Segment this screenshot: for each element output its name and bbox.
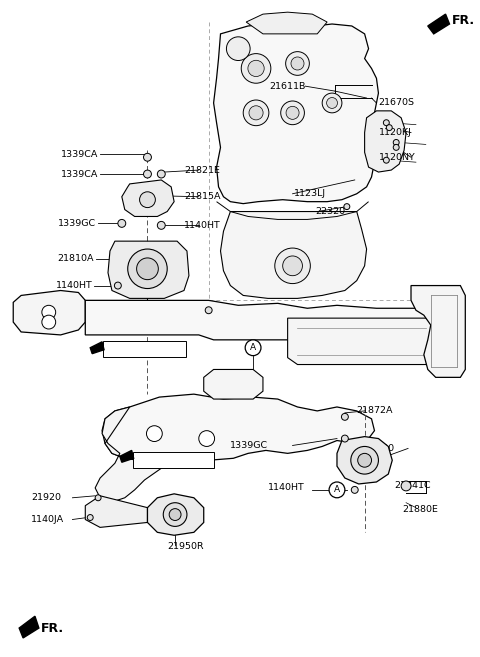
Circle shape	[281, 101, 304, 125]
Circle shape	[118, 219, 126, 227]
Circle shape	[322, 93, 342, 113]
Text: 21815A: 21815A	[184, 193, 220, 201]
Text: A: A	[334, 486, 340, 494]
Text: REF.: REF.	[107, 344, 128, 353]
Circle shape	[344, 204, 350, 210]
Circle shape	[326, 97, 337, 108]
Text: 60-624: 60-624	[157, 456, 189, 464]
Text: 1339GC: 1339GC	[58, 219, 96, 228]
Polygon shape	[428, 14, 449, 34]
Circle shape	[249, 106, 263, 120]
Polygon shape	[365, 111, 406, 172]
Circle shape	[140, 192, 156, 208]
Circle shape	[163, 503, 187, 526]
Circle shape	[199, 430, 215, 447]
Text: FR.: FR.	[41, 622, 64, 635]
Polygon shape	[122, 180, 174, 216]
Circle shape	[241, 54, 271, 83]
Circle shape	[329, 482, 345, 498]
Text: 1140JA: 1140JA	[31, 515, 64, 524]
Circle shape	[351, 486, 358, 493]
Circle shape	[87, 514, 93, 520]
Polygon shape	[13, 290, 85, 335]
Text: FR.: FR.	[452, 14, 475, 26]
Text: 21872A: 21872A	[357, 407, 393, 415]
Text: A: A	[250, 343, 256, 352]
Text: 1339CA: 1339CA	[61, 150, 98, 159]
Circle shape	[248, 60, 264, 77]
Polygon shape	[108, 241, 189, 298]
Circle shape	[275, 248, 311, 284]
Circle shape	[386, 125, 392, 131]
Text: 21830: 21830	[365, 444, 395, 453]
Circle shape	[341, 435, 348, 442]
Polygon shape	[246, 12, 327, 34]
Circle shape	[205, 307, 212, 313]
Polygon shape	[147, 494, 204, 535]
Circle shape	[291, 57, 304, 70]
Text: 21880E: 21880E	[402, 505, 438, 514]
Circle shape	[42, 306, 56, 319]
Circle shape	[393, 139, 399, 145]
Polygon shape	[85, 496, 147, 528]
Text: 1120NY: 1120NY	[378, 152, 415, 162]
Circle shape	[283, 256, 302, 276]
Text: 21821E: 21821E	[184, 166, 220, 175]
Polygon shape	[102, 394, 374, 461]
Circle shape	[95, 495, 101, 501]
Polygon shape	[95, 407, 171, 503]
Circle shape	[169, 509, 181, 520]
Polygon shape	[337, 437, 392, 484]
Text: 1140HT: 1140HT	[184, 221, 221, 230]
Polygon shape	[220, 212, 367, 298]
Polygon shape	[204, 369, 263, 399]
Text: 21841C: 21841C	[394, 482, 431, 490]
Polygon shape	[214, 22, 378, 204]
Text: 21920: 21920	[31, 493, 61, 503]
Text: 1339CA: 1339CA	[61, 170, 98, 179]
Polygon shape	[85, 300, 436, 340]
Circle shape	[157, 170, 165, 178]
Text: 22320: 22320	[315, 207, 346, 216]
Circle shape	[137, 258, 158, 280]
Polygon shape	[90, 342, 104, 353]
FancyBboxPatch shape	[132, 453, 214, 468]
Circle shape	[42, 315, 56, 329]
Circle shape	[384, 120, 389, 125]
Circle shape	[286, 52, 309, 76]
Text: 1140HT: 1140HT	[268, 484, 305, 492]
Circle shape	[227, 37, 250, 60]
Circle shape	[157, 221, 165, 229]
Polygon shape	[411, 286, 465, 377]
Circle shape	[401, 481, 411, 491]
Text: 1123LJ: 1123LJ	[294, 189, 325, 198]
Circle shape	[358, 453, 372, 467]
Circle shape	[351, 447, 378, 474]
Text: 60-640: 60-640	[128, 344, 160, 353]
FancyBboxPatch shape	[103, 341, 186, 357]
Circle shape	[286, 106, 299, 120]
Circle shape	[146, 426, 162, 442]
Circle shape	[384, 157, 389, 163]
Polygon shape	[288, 318, 436, 365]
Text: 1140HT: 1140HT	[56, 281, 92, 290]
Circle shape	[243, 100, 269, 125]
Circle shape	[245, 340, 261, 355]
Circle shape	[114, 282, 121, 289]
Text: 21670S: 21670S	[378, 99, 414, 108]
Polygon shape	[120, 451, 133, 463]
Circle shape	[128, 249, 167, 288]
Circle shape	[341, 413, 348, 420]
Text: 21810A: 21810A	[58, 254, 94, 263]
Circle shape	[144, 153, 151, 161]
Circle shape	[393, 145, 399, 150]
Polygon shape	[19, 616, 39, 638]
Text: 1339GC: 1339GC	[230, 441, 268, 450]
Text: REF.: REF.	[137, 456, 157, 464]
Text: 21611B: 21611B	[269, 81, 305, 91]
Text: 1120KJ: 1120KJ	[378, 128, 411, 137]
Circle shape	[144, 170, 151, 178]
Text: 21950R: 21950R	[167, 541, 204, 551]
